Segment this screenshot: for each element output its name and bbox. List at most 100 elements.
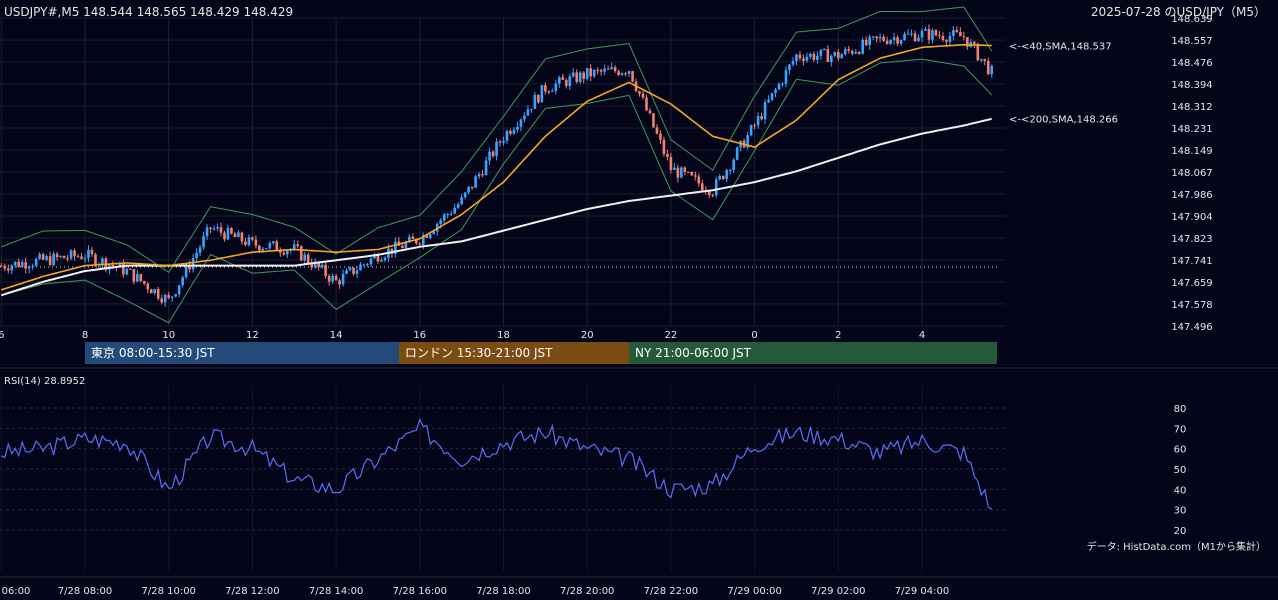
candle-64 bbox=[223, 230, 226, 242]
candle-body bbox=[774, 89, 777, 93]
candle-body bbox=[889, 39, 892, 44]
candle-0 bbox=[0, 262, 3, 267]
candle-231 bbox=[805, 52, 809, 63]
candle-body bbox=[425, 235, 429, 238]
candle-255 bbox=[889, 39, 892, 46]
candle-body bbox=[910, 33, 913, 35]
candle-body bbox=[125, 268, 129, 275]
candle-body bbox=[707, 191, 711, 196]
candle-211 bbox=[735, 146, 739, 161]
candle-body bbox=[240, 232, 244, 242]
candle-40 bbox=[139, 273, 143, 283]
candle-body bbox=[163, 294, 167, 303]
candle-224 bbox=[781, 82, 784, 87]
candle-44 bbox=[153, 288, 157, 296]
candle-body bbox=[781, 83, 784, 85]
candle-body bbox=[432, 231, 436, 235]
candle-body bbox=[254, 239, 258, 246]
candle-body bbox=[366, 264, 369, 266]
candle-body bbox=[467, 186, 470, 193]
candle-238 bbox=[830, 54, 833, 67]
candle-body bbox=[753, 125, 756, 127]
candle-body bbox=[272, 241, 275, 244]
candle-body bbox=[568, 76, 572, 87]
candle-body bbox=[777, 83, 781, 90]
candle-2 bbox=[6, 264, 10, 274]
candle-body bbox=[275, 241, 279, 251]
candle-76 bbox=[265, 248, 268, 250]
candle-body bbox=[132, 269, 136, 282]
candle-96 bbox=[334, 273, 338, 281]
candle-188 bbox=[655, 124, 659, 135]
candle-body bbox=[638, 91, 641, 94]
session-newyork: NY 21:00-06:00 JST bbox=[629, 342, 998, 364]
candle-body bbox=[55, 253, 59, 258]
candle-134 bbox=[467, 186, 470, 195]
candle-181 bbox=[631, 70, 634, 83]
candle-body bbox=[746, 135, 749, 148]
candle-body bbox=[296, 244, 300, 247]
price-axis-label: 148.231 bbox=[1171, 124, 1212, 135]
candle-body bbox=[195, 252, 198, 259]
candle-body bbox=[896, 37, 899, 44]
candle-body bbox=[401, 245, 404, 248]
candle-172 bbox=[599, 68, 603, 76]
candle-258 bbox=[899, 39, 903, 46]
rsi-axis-label: 50 bbox=[1174, 465, 1187, 476]
price-axis-label: 147.741 bbox=[1171, 256, 1212, 267]
time-axis-label: 0 bbox=[751, 330, 757, 341]
candle-body bbox=[212, 228, 216, 230]
candle-250 bbox=[871, 35, 875, 41]
candle-body bbox=[809, 53, 812, 57]
candle-39 bbox=[136, 269, 139, 283]
candle-body bbox=[3, 265, 7, 269]
candle-body bbox=[666, 153, 669, 157]
candle-body bbox=[223, 232, 226, 240]
candle-body bbox=[411, 236, 415, 239]
bollinger-lower-line bbox=[1, 58, 993, 324]
candle-52 bbox=[181, 275, 184, 288]
candle-body bbox=[530, 108, 533, 110]
candle-body bbox=[174, 294, 177, 297]
candle-132 bbox=[460, 193, 463, 206]
candle-body bbox=[355, 270, 359, 275]
candle-85 bbox=[296, 240, 300, 249]
candle-body bbox=[578, 72, 582, 83]
price-axis-label: 148.557 bbox=[1171, 36, 1212, 47]
candle-170 bbox=[592, 68, 596, 79]
candle-body bbox=[582, 72, 586, 79]
candle-11 bbox=[38, 251, 41, 260]
candle-100 bbox=[348, 265, 352, 272]
time-axis-bottom-label: 7/28 10:00 bbox=[141, 586, 195, 597]
candle-body bbox=[554, 83, 558, 92]
candle-body bbox=[966, 37, 969, 47]
candle-198 bbox=[690, 171, 694, 176]
candle-35 bbox=[122, 259, 125, 278]
candle-body bbox=[648, 110, 652, 114]
candle-128 bbox=[446, 212, 449, 219]
candle-body bbox=[784, 70, 788, 84]
candle-1 bbox=[3, 263, 7, 272]
candle-body bbox=[673, 167, 676, 171]
candle-72 bbox=[251, 236, 254, 242]
candle-193 bbox=[673, 162, 676, 171]
candle-5 bbox=[17, 258, 21, 268]
candle-59 bbox=[205, 224, 209, 241]
candle-147 bbox=[512, 127, 516, 135]
time-axis-label: 14 bbox=[330, 330, 343, 341]
candle-228 bbox=[795, 53, 798, 66]
candle-113 bbox=[394, 237, 397, 258]
candle-body bbox=[87, 249, 90, 258]
candle-154 bbox=[537, 94, 540, 104]
candle-171 bbox=[596, 67, 599, 75]
candle-body bbox=[76, 256, 80, 258]
data-source-note: データ: HistData.com（M1から集計） bbox=[1087, 540, 1266, 553]
candle-body bbox=[962, 36, 966, 38]
candle-197 bbox=[687, 171, 690, 173]
candle-body bbox=[334, 275, 338, 281]
candle-body bbox=[181, 277, 184, 286]
candle-body bbox=[983, 58, 987, 61]
candle-body bbox=[404, 242, 408, 248]
candle-body bbox=[233, 233, 237, 237]
